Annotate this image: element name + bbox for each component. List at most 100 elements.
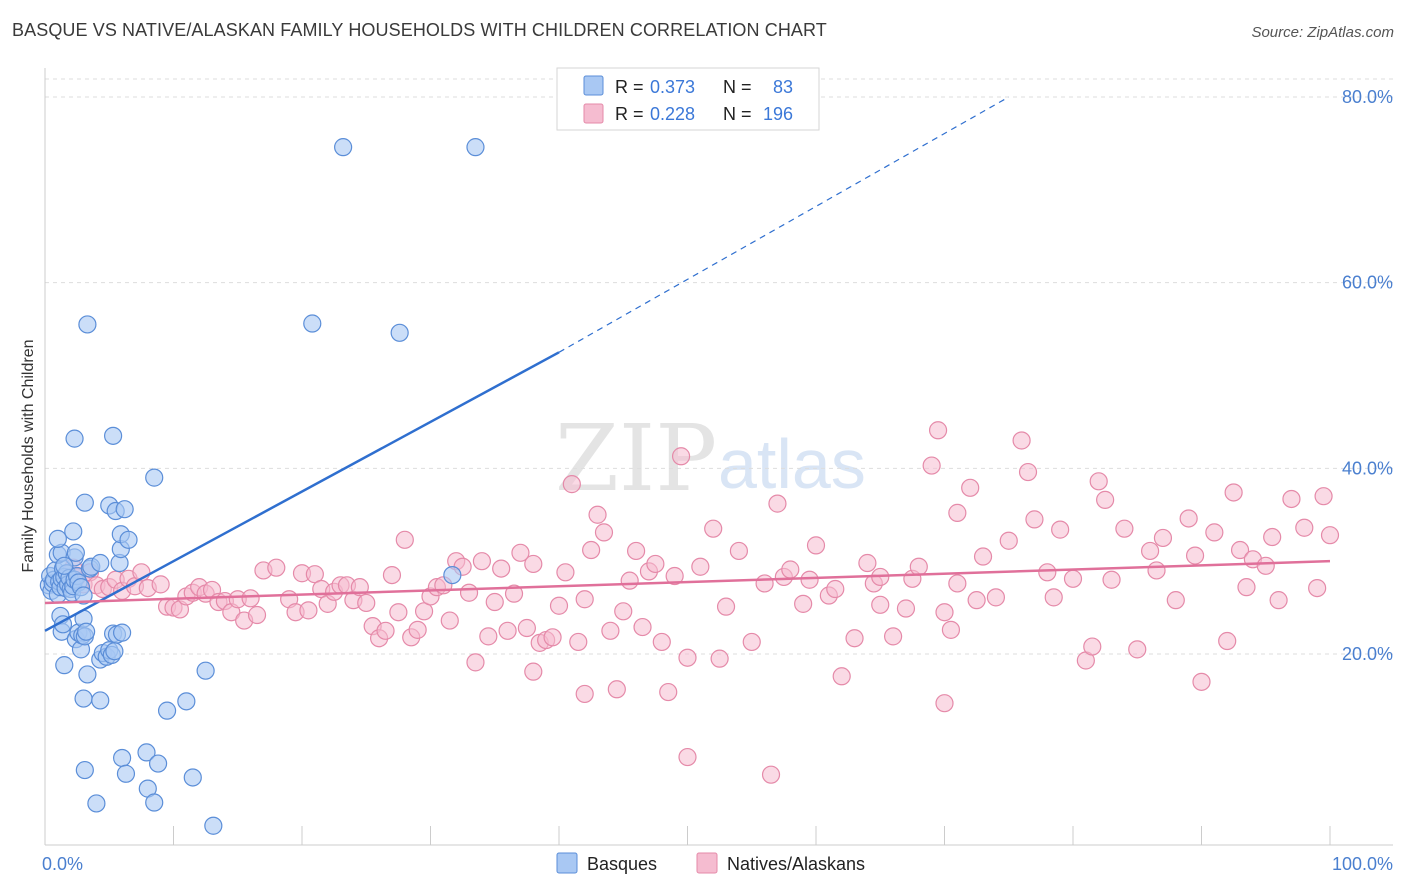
legend-r-label-basques: R = (615, 77, 649, 97)
natives-alaskans-point (556, 563, 575, 582)
natives-alaskans-point (479, 627, 498, 646)
basques-point (104, 426, 123, 445)
natives-alaskans-point (498, 621, 517, 640)
natives-alaskans-point (973, 547, 993, 566)
natives-alaskans-point (909, 557, 928, 576)
watermark-atlas: atlas (718, 425, 866, 503)
natives-alaskans-point (1147, 561, 1166, 580)
basques-point (48, 529, 67, 548)
natives-alaskans-point (1153, 528, 1173, 548)
natives-alaskans-point (1256, 556, 1275, 575)
basques-point (74, 689, 93, 708)
natives-alaskans-point (504, 584, 524, 603)
basques-point (183, 768, 202, 787)
natives-alaskans-point (151, 575, 170, 594)
natives-alaskans-point (1237, 578, 1256, 597)
natives-alaskans-point (575, 590, 594, 609)
basques-point (116, 764, 136, 783)
natives-alaskans-point (999, 531, 1018, 550)
basques-point (87, 794, 106, 813)
legend-n-value-basques: 83 (773, 77, 793, 97)
legend-bottom: Basques Natives/Alaskans (556, 852, 865, 874)
natives-alaskans-point (678, 648, 697, 667)
natives-alaskans-point (742, 632, 761, 652)
source-credit: Source: ZipAtlas.com (1251, 24, 1394, 41)
x-tick-label-min: 0.0% (42, 854, 83, 874)
basques-point (65, 429, 84, 448)
natives-alaskans-point (357, 593, 376, 613)
natives-alaskans-point (1308, 578, 1327, 598)
natives-alaskans-point (1140, 541, 1160, 561)
y-tick-label: 40.0% (1342, 458, 1393, 478)
basques-point (443, 565, 462, 585)
natives-alaskans-point (1192, 672, 1211, 691)
natives-alaskans-point (1038, 563, 1057, 582)
basques-point (112, 748, 132, 768)
natives-alaskans-point (1269, 591, 1288, 610)
natives-alaskans-point (440, 611, 459, 630)
natives-alaskans-point (582, 540, 601, 560)
gridlines (45, 78, 1393, 655)
basques-point (77, 622, 96, 641)
natives-alaskans-point (941, 620, 961, 639)
legend-swatch-basques (583, 75, 604, 96)
natives-alaskans-point (382, 565, 402, 585)
natives-alaskans-point (1282, 489, 1301, 509)
natives-alaskans-point (1044, 588, 1063, 607)
natives-alaskans-point (928, 421, 948, 440)
natives-alaskans-point (832, 667, 851, 686)
natives-alaskans-point (922, 456, 941, 475)
natives-alaskans-point (1063, 569, 1083, 588)
natives-alaskans-point (524, 662, 543, 681)
natives-alaskans-point (459, 583, 479, 602)
natives-alaskans-point (408, 620, 427, 639)
natives-alaskans-point (562, 475, 581, 494)
legend-top: R = 0.373 N = 83 R = 0.228 N = 196 (556, 67, 820, 131)
natives-alaskans-point (1018, 462, 1038, 482)
basques-point (196, 661, 215, 680)
basques-point (78, 665, 97, 684)
natives-alaskans-point (1083, 637, 1102, 656)
basques-point (177, 692, 196, 711)
natives-alaskans-point (633, 617, 652, 637)
basques-point (303, 314, 322, 333)
natives-alaskans-point (575, 684, 594, 704)
natives-alaskans-point (1185, 546, 1205, 565)
basques-point (145, 468, 164, 487)
natives-alaskans-point (1115, 519, 1134, 538)
basques-point (75, 760, 94, 780)
natives-alaskans-point (594, 523, 614, 542)
natives-alaskans-point (1096, 490, 1115, 509)
natives-alaskans-point (511, 543, 530, 562)
basques-point (115, 500, 134, 519)
legend-r-value-natives: 0.228 (650, 104, 695, 124)
legend-r-label-natives: R = (615, 104, 649, 124)
legend-bottom-label-basques: Basques (587, 854, 657, 874)
basques-point (112, 623, 132, 642)
y-axis-label: Family Households with Children (20, 340, 37, 573)
watermark-zip: ZIP (555, 405, 717, 512)
natives-alaskans-point (517, 618, 536, 638)
basques-point (64, 522, 83, 541)
natives-alaskans-point (652, 632, 671, 652)
y-tick-label: 60.0% (1342, 273, 1393, 293)
basques-point (75, 493, 94, 512)
basques-point (74, 586, 93, 605)
natives-alaskans-point (710, 649, 729, 668)
natives-alaskans-point (1102, 570, 1121, 589)
basques-point (105, 642, 124, 661)
x-ticks (44, 826, 1331, 845)
basques-point (145, 793, 164, 812)
basques-trendline (44, 351, 560, 632)
natives-alaskans-point (678, 747, 697, 767)
basques-point (390, 323, 409, 342)
natives-alaskans-point (768, 494, 787, 513)
natives-alaskans-point (961, 478, 980, 497)
basques-point (78, 315, 97, 334)
natives-alaskans-point (485, 592, 504, 612)
natives-alaskans-point (376, 621, 395, 640)
legend-bottom-label-natives: Natives/Alaskans (727, 854, 865, 874)
natives-alaskans-point (1012, 431, 1031, 450)
basques-point (148, 754, 168, 773)
natives-alaskans-point (704, 519, 723, 538)
